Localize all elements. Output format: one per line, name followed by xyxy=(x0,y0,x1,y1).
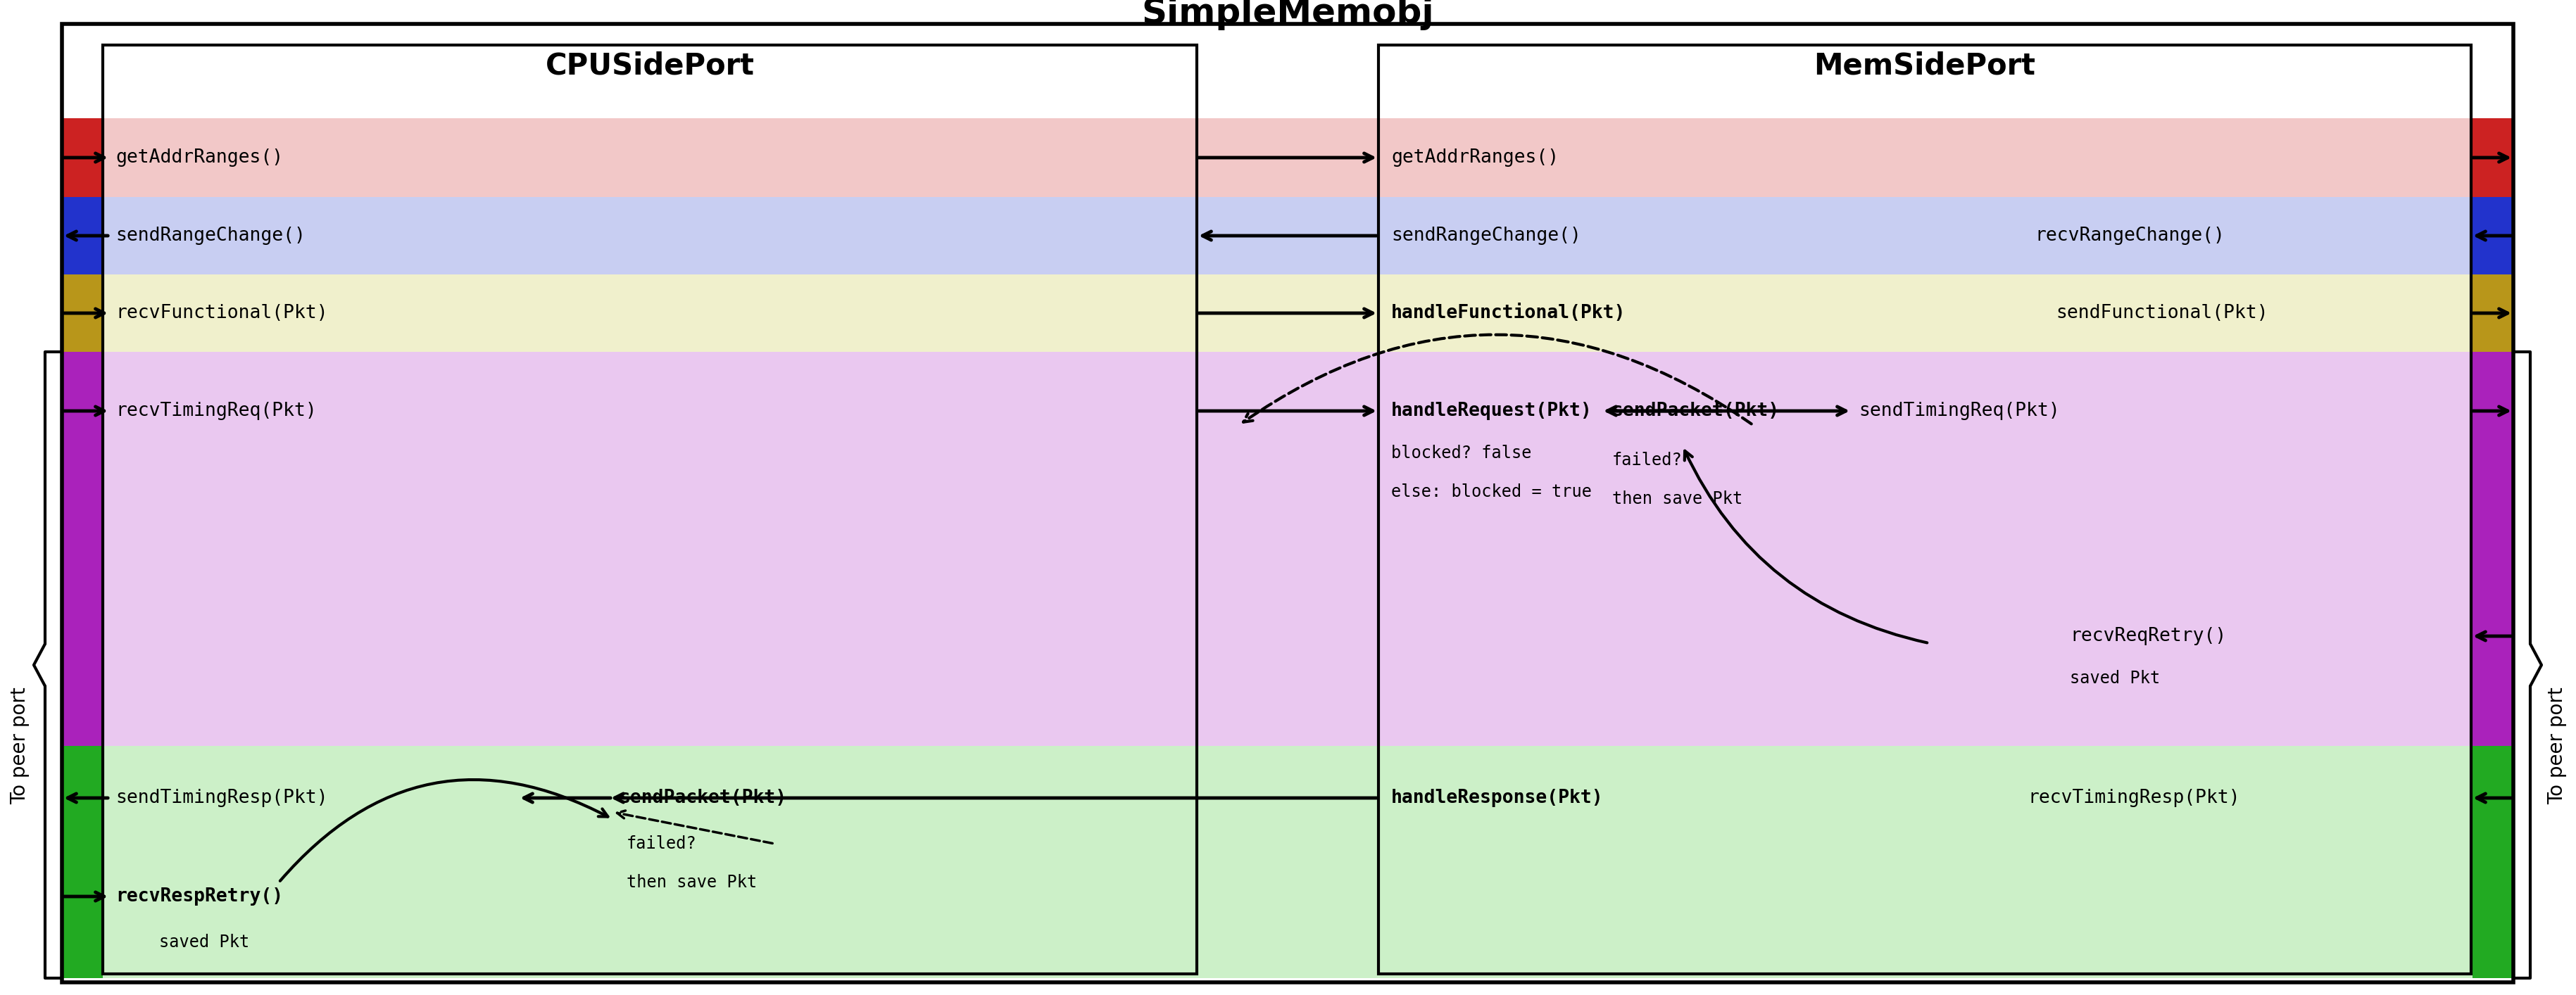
Text: recvTimingResp(Pkt): recvTimingResp(Pkt) xyxy=(2027,789,2241,807)
Bar xyxy=(62,275,2514,352)
Text: sendPacket(Pkt): sendPacket(Pkt) xyxy=(621,789,788,807)
Bar xyxy=(2473,118,2514,197)
Bar xyxy=(62,352,103,746)
Text: To peer port: To peer port xyxy=(10,688,28,805)
Text: SimpleMemobj: SimpleMemobj xyxy=(1141,0,1435,30)
Text: else: blocked = true: else: blocked = true xyxy=(1391,484,1592,500)
Text: sendTimingReq(Pkt): sendTimingReq(Pkt) xyxy=(1860,402,2061,420)
Text: handleResponse(Pkt): handleResponse(Pkt) xyxy=(1391,789,1602,807)
Text: saved Pkt: saved Pkt xyxy=(160,933,250,950)
Bar xyxy=(103,45,1198,974)
Text: MemSidePort: MemSidePort xyxy=(1814,52,2035,81)
Text: recvTimingReq(Pkt): recvTimingReq(Pkt) xyxy=(116,402,317,420)
Text: sendRangeChange(): sendRangeChange() xyxy=(116,227,307,245)
Text: recvReqRetry(): recvReqRetry() xyxy=(2069,627,2226,646)
Bar xyxy=(2473,275,2514,352)
Text: getAddrRanges(): getAddrRanges() xyxy=(1391,148,1558,167)
Bar xyxy=(62,118,2514,197)
Bar xyxy=(2473,746,2514,978)
Bar xyxy=(62,746,103,978)
Bar xyxy=(62,118,103,197)
Text: To peer port: To peer port xyxy=(2548,688,2566,805)
Bar xyxy=(1378,45,2470,974)
Text: recvFunctional(Pkt): recvFunctional(Pkt) xyxy=(116,304,327,322)
Text: sendFunctional(Pkt): sendFunctional(Pkt) xyxy=(2056,304,2267,322)
Text: saved Pkt: saved Pkt xyxy=(2069,670,2161,687)
Text: recvRangeChange(): recvRangeChange() xyxy=(2035,227,2226,245)
Text: handleFunctional(Pkt): handleFunctional(Pkt) xyxy=(1391,304,1625,322)
Text: failed?: failed? xyxy=(626,835,696,852)
Text: blocked? false: blocked? false xyxy=(1391,445,1533,462)
Text: CPUSidePort: CPUSidePort xyxy=(546,52,755,81)
Bar xyxy=(62,197,103,275)
Text: sendPacket(Pkt): sendPacket(Pkt) xyxy=(1613,402,1780,420)
Text: failed?: failed? xyxy=(1613,452,1682,469)
Text: recvRespRetry(): recvRespRetry() xyxy=(116,888,283,905)
Bar xyxy=(62,352,2514,746)
Bar xyxy=(62,746,2514,978)
Text: sendTimingResp(Pkt): sendTimingResp(Pkt) xyxy=(116,789,327,807)
Bar xyxy=(2473,352,2514,746)
Bar xyxy=(2473,197,2514,275)
Text: then save Pkt: then save Pkt xyxy=(1613,491,1741,507)
Text: then save Pkt: then save Pkt xyxy=(626,874,757,891)
Bar xyxy=(62,197,2514,275)
Text: sendRangeChange(): sendRangeChange() xyxy=(1391,227,1582,245)
Bar xyxy=(62,275,103,352)
Text: handleRequest(Pkt): handleRequest(Pkt) xyxy=(1391,402,1592,420)
Text: getAddrRanges(): getAddrRanges() xyxy=(116,148,283,167)
